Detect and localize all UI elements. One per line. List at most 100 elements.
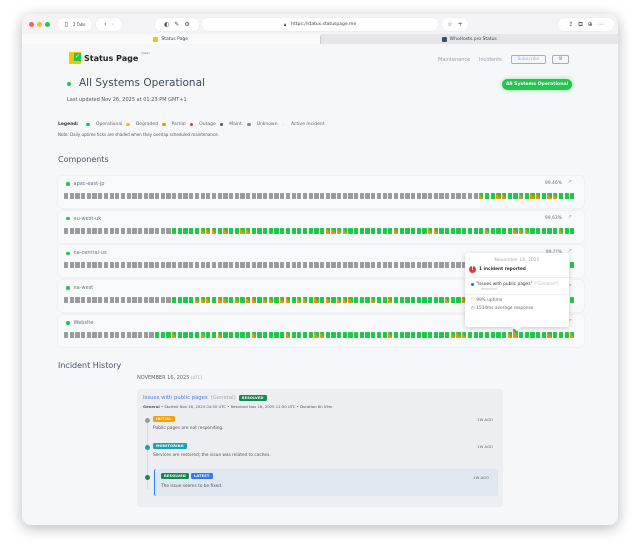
uptime-tick[interactable] (393, 227, 399, 234)
uptime-tick[interactable] (217, 193, 222, 199)
uptime-tick[interactable] (126, 227, 131, 234)
uptime-tick[interactable] (513, 193, 518, 199)
uptime-tick[interactable] (143, 297, 148, 304)
uptime-tick[interactable] (365, 331, 370, 338)
uptime-tick[interactable] (376, 227, 382, 234)
uptime-tick[interactable] (200, 297, 205, 304)
uptime-tick[interactable] (530, 193, 535, 199)
uptime-tick[interactable] (302, 227, 308, 234)
uptime-tick[interactable] (98, 262, 103, 269)
uptime-tick[interactable] (501, 193, 507, 199)
uptime-tick[interactable] (405, 262, 410, 269)
uptime-tick[interactable] (200, 193, 205, 199)
uptime-tick[interactable] (240, 262, 245, 269)
uptime-tick[interactable] (160, 331, 165, 338)
uptime-tick[interactable] (251, 331, 256, 338)
uptime-tick[interactable] (365, 262, 370, 269)
uptime-tick[interactable] (189, 262, 194, 269)
uptime-tick[interactable] (331, 193, 336, 199)
uptime-tick[interactable] (251, 297, 256, 304)
uptime-tick[interactable] (234, 262, 239, 269)
uptime-tick[interactable] (308, 262, 313, 269)
uptime-tick[interactable] (223, 297, 228, 304)
uptime-tick[interactable] (246, 227, 251, 234)
uptime-tick[interactable] (172, 227, 177, 234)
uptime-tick[interactable] (308, 331, 313, 338)
uptime-tick[interactable] (297, 297, 302, 304)
uptime-tick[interactable] (337, 297, 342, 304)
uptime-tick[interactable] (319, 262, 325, 269)
uptime-tick[interactable] (291, 227, 296, 234)
uptime-tick[interactable] (319, 193, 325, 199)
maximize-window-button[interactable] (45, 22, 50, 27)
uptime-tick[interactable] (433, 227, 438, 234)
uptime-tick[interactable] (132, 331, 137, 338)
uptime-tick[interactable] (439, 262, 444, 269)
uptime-tick[interactable] (416, 193, 421, 199)
uptime-tick[interactable] (166, 297, 171, 304)
uptime-tick[interactable] (558, 331, 564, 338)
gear-ext-icon[interactable]: ⚙ (184, 21, 190, 28)
external-link-icon[interactable]: ↗ (567, 283, 572, 290)
uptime-tick[interactable] (263, 193, 268, 199)
uptime-tick[interactable] (314, 297, 319, 304)
uptime-tick[interactable] (354, 331, 359, 338)
uptime-tick[interactable] (234, 227, 239, 234)
tooltip-incident-link[interactable]: "Issues with public pages" (476, 282, 533, 287)
uptime-tick[interactable] (308, 297, 313, 304)
uptime-tick[interactable] (297, 262, 302, 269)
pen-icon[interactable]: ✎ (174, 21, 180, 28)
uptime-tick[interactable] (200, 331, 205, 338)
uptime-tick[interactable] (280, 262, 285, 269)
uptime-tick[interactable] (325, 331, 330, 338)
uptime-tick[interactable] (450, 193, 456, 199)
uptime-tick[interactable] (137, 297, 143, 304)
forward-icon[interactable]: › (111, 21, 114, 28)
uptime-tick[interactable] (120, 193, 126, 199)
uptime-tick[interactable] (331, 262, 336, 269)
uptime-tick[interactable] (274, 262, 279, 269)
uptime-tick[interactable] (177, 193, 183, 199)
uptime-tick[interactable] (422, 262, 427, 269)
uptime-tick[interactable] (115, 262, 120, 269)
uptime-tick[interactable] (456, 297, 461, 304)
uptime-tick[interactable] (405, 297, 410, 304)
uptime-tick[interactable] (467, 193, 473, 199)
uptime-tick[interactable] (268, 193, 274, 199)
uptime-tick[interactable] (285, 331, 291, 338)
uptime-tick[interactable] (183, 227, 188, 234)
uptime-tick[interactable] (64, 227, 69, 234)
uptime-tick[interactable] (81, 331, 86, 338)
uptime-tick[interactable] (553, 227, 558, 234)
uptime-tick[interactable] (371, 262, 376, 269)
uptime-tick[interactable] (189, 227, 194, 234)
uptime-tick[interactable] (365, 193, 370, 199)
uptime-tick[interactable] (246, 297, 251, 304)
uptime-tick[interactable] (143, 193, 148, 199)
uptime-tick[interactable] (155, 227, 160, 234)
uptime-tick[interactable] (462, 227, 467, 234)
uptime-tick[interactable] (570, 297, 575, 304)
uptime-tick[interactable] (160, 227, 165, 234)
uptime-tick[interactable] (240, 227, 245, 234)
uptime-tick[interactable] (206, 193, 211, 199)
uptime-tick[interactable] (206, 227, 211, 234)
uptime-tick[interactable] (445, 262, 450, 269)
uptime-tick[interactable] (217, 227, 222, 234)
uptime-tick[interactable] (376, 331, 382, 338)
uptime-tick[interactable] (501, 331, 507, 338)
uptime-tick[interactable] (297, 193, 302, 199)
uptime-tick[interactable] (223, 227, 228, 234)
uptime-tick[interactable] (285, 297, 291, 304)
uptime-tick[interactable] (428, 227, 433, 234)
uptime-tick[interactable] (137, 193, 143, 199)
uptime-tick[interactable] (541, 331, 547, 338)
uptime-tick[interactable] (86, 193, 92, 199)
uptime-tick[interactable] (496, 331, 501, 338)
uptime-tick[interactable] (507, 227, 512, 234)
uptime-tick[interactable] (234, 297, 239, 304)
uptime-tick[interactable] (297, 227, 302, 234)
uptime-tick[interactable] (331, 331, 336, 338)
uptime-tick[interactable] (251, 262, 256, 269)
uptime-tick[interactable] (331, 227, 336, 234)
